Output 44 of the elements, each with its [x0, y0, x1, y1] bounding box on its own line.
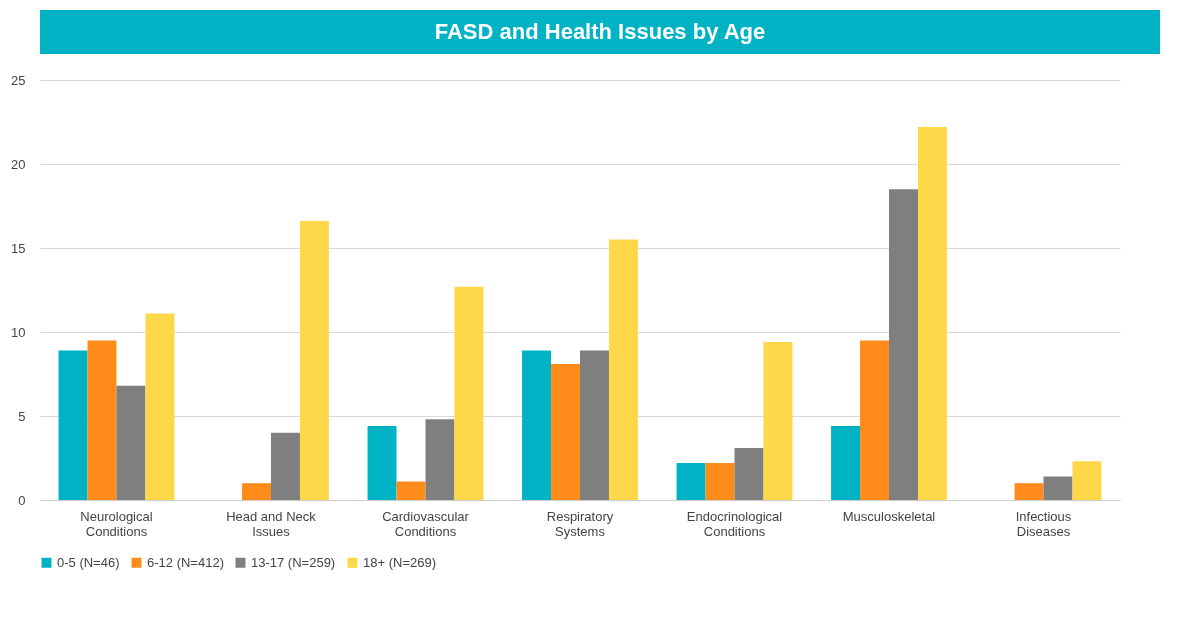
bar	[522, 350, 552, 500]
y-tick-label: 15	[11, 240, 26, 256]
bar	[676, 463, 706, 500]
bar	[270, 432, 300, 500]
bar	[580, 350, 609, 500]
bar	[242, 483, 271, 500]
bar	[145, 313, 175, 500]
x-tick-label: Neurological Conditions	[80, 508, 153, 539]
x-tick-label: Head and Neck Issues	[226, 508, 317, 539]
bar	[860, 340, 890, 500]
bar	[1043, 476, 1073, 500]
bar	[87, 340, 117, 500]
bar	[367, 426, 397, 500]
bar	[396, 481, 426, 500]
bar	[454, 286, 484, 500]
x-tick-label: Musculoskeletal	[842, 508, 936, 524]
bar	[889, 189, 918, 500]
bar	[734, 447, 764, 500]
x-tick-label: Cardiovascular Conditions	[382, 508, 470, 539]
bar	[608, 239, 638, 500]
y-tick-label: 5	[18, 408, 26, 424]
bar	[299, 221, 329, 500]
legend-label: 6-12 (N=412)	[147, 554, 224, 570]
bar	[116, 385, 146, 500]
y-tick-label: 0	[18, 492, 26, 508]
legend-label: 0-5 (N=46)	[57, 554, 120, 570]
bar	[58, 350, 88, 500]
y-tick-label: 20	[11, 156, 26, 172]
bar	[551, 363, 580, 500]
bar	[1072, 461, 1102, 500]
x-tick-label: Endocrinological Conditions	[686, 508, 783, 539]
bar	[705, 463, 735, 500]
legend-label: 18+ (N=269)	[363, 554, 436, 570]
y-tick-label: 25	[11, 72, 26, 88]
bar	[917, 127, 947, 500]
bar	[425, 419, 455, 500]
y-tick-label: 10	[11, 324, 26, 340]
bar	[1014, 483, 1044, 500]
chart-title: FASD and Health Issues by Age	[434, 19, 766, 44]
x-tick-label: Respiratory Systems	[546, 508, 614, 539]
legend-label: 13-17 (N=259)	[251, 554, 336, 570]
x-tick-label: Infectious Diseases	[1015, 508, 1072, 539]
bar	[831, 426, 861, 500]
bar	[763, 342, 793, 500]
